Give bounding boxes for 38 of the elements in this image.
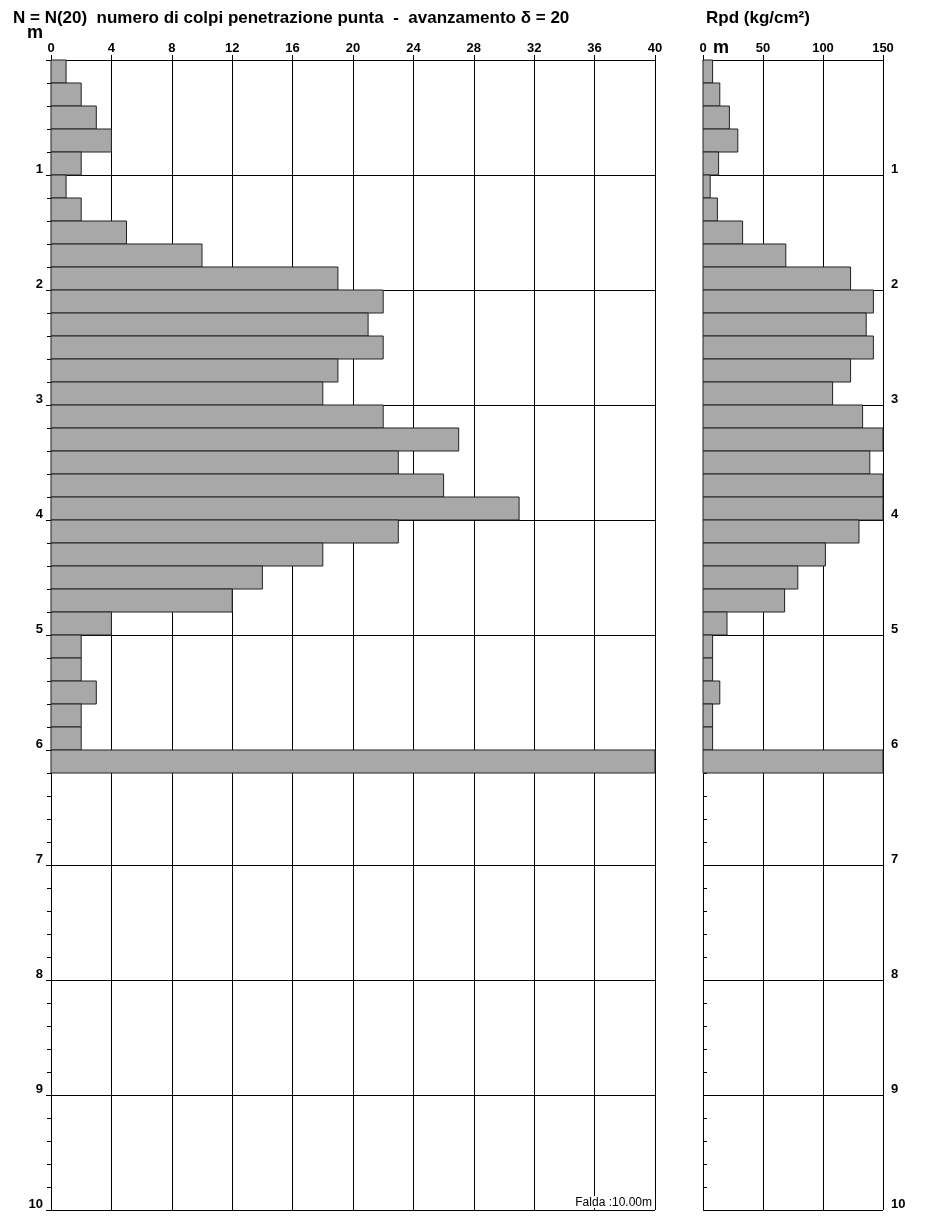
- y-tick-label: 9: [891, 1081, 899, 1096]
- y-tick-label: 10: [891, 1196, 906, 1211]
- y-tick-label: 4: [891, 506, 899, 521]
- x-tick-label: 16: [285, 40, 300, 55]
- y-tick-label: 6: [35, 736, 43, 751]
- x-tick-label: 4: [107, 40, 116, 55]
- x-tick-label: 0: [699, 40, 707, 55]
- y-tick-label: 2: [891, 276, 899, 291]
- y-tick-label: 4: [35, 506, 44, 521]
- y-tick-label: 8: [891, 966, 899, 981]
- annotation: Falda :10.00m: [575, 1195, 653, 1209]
- y-tick-label: 2: [35, 276, 43, 291]
- y-tick-label: 1: [891, 161, 899, 176]
- x-tick-label: 20: [345, 40, 361, 55]
- y-tick-label: 5: [891, 621, 899, 636]
- x-tick-label: 150: [872, 40, 894, 55]
- y-tick-label: 5: [35, 621, 43, 636]
- x-tick-label: 40: [647, 40, 663, 55]
- y-tick-label: 9: [35, 1081, 43, 1096]
- y-tick-label: 1: [35, 161, 43, 176]
- x-tick-label: 12: [224, 40, 240, 55]
- x-tick-label: 24: [406, 40, 422, 55]
- y-tick-label: 8: [35, 966, 43, 981]
- x-tick-label: 50: [755, 40, 771, 55]
- x-tick-label: 36: [587, 40, 602, 55]
- x-tick-label: 100: [812, 40, 834, 55]
- chart-title: Rpd (kg/cm²): [706, 8, 810, 27]
- y-tick-label: 6: [891, 736, 899, 751]
- x-tick-label: 8: [168, 40, 176, 55]
- y-tick-label: 7: [35, 851, 43, 866]
- x-tick-label: 28: [466, 40, 482, 55]
- y-tick-label: 10: [28, 1196, 43, 1211]
- y-tick-label: 3: [35, 391, 43, 406]
- y-axis-title: m: [713, 37, 730, 57]
- y-tick-label: 3: [891, 391, 899, 406]
- x-tick-label: 0: [47, 40, 55, 55]
- x-tick-label: 32: [526, 40, 542, 55]
- y-tick-label: 7: [891, 851, 899, 866]
